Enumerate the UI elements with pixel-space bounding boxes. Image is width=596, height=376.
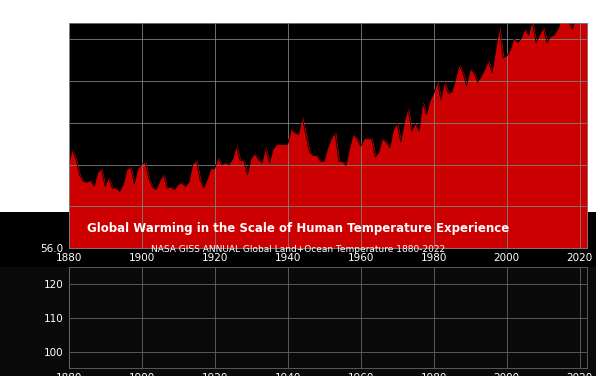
Y-axis label: Temperature in °F: Temperature in °F [25, 89, 35, 182]
Text: NASA GISS ANNUAL Global Land+Ocean Temperature 1880-2022: NASA GISS ANNUAL Global Land+Ocean Tempe… [151, 245, 445, 254]
Text: Global Warming in the Scale of Human Temperature Experience: Global Warming in the Scale of Human Tem… [87, 222, 509, 235]
X-axis label: Year: Year [315, 267, 340, 280]
